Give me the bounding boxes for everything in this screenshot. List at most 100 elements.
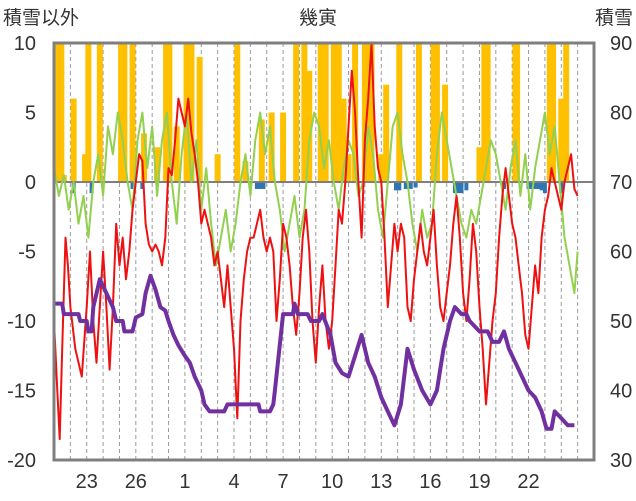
precip-bar <box>258 119 265 182</box>
precip-bar <box>330 43 337 182</box>
negative-bar <box>394 182 398 191</box>
precip-bar <box>563 43 570 182</box>
precip-bar <box>242 161 249 182</box>
right-tick-label: 60 <box>610 242 632 264</box>
negative-bar <box>464 182 469 191</box>
left-tick-label: -5 <box>18 242 36 264</box>
negative-bar <box>403 182 408 189</box>
right-tick-label: 30 <box>610 450 632 472</box>
precip-bar <box>58 43 65 182</box>
right-tick-label: 90 <box>610 33 632 55</box>
right-tick-label: 70 <box>610 172 632 194</box>
x-tick-label: 22 <box>517 471 539 493</box>
precip-bar <box>129 43 136 182</box>
precip-bar <box>121 43 128 182</box>
negative-bar <box>397 182 402 191</box>
x-tick-label: 16 <box>419 471 441 493</box>
precip-bar <box>396 43 403 182</box>
series-lines <box>53 42 579 441</box>
precip-bar <box>365 43 372 182</box>
plot-frame <box>52 41 596 462</box>
precip-bar <box>361 43 368 182</box>
left-tick-label: -10 <box>7 311 36 333</box>
precip-bar <box>188 43 195 182</box>
negative-bar <box>559 182 564 194</box>
precip-bar <box>484 43 491 182</box>
x-tick-label: 19 <box>468 471 490 493</box>
precip-bar <box>306 70 313 182</box>
negative-bar <box>536 182 541 189</box>
negative-bar <box>459 182 464 194</box>
left-tick-label: 10 <box>14 33 36 55</box>
right-tick-label: 40 <box>610 381 632 403</box>
negative-bar <box>456 182 461 194</box>
x-tick-label: 1 <box>179 471 190 493</box>
x-tick-label: 7 <box>278 471 289 493</box>
precip-bar <box>96 43 103 182</box>
precip-bar <box>214 154 221 182</box>
precip-bar <box>368 43 375 182</box>
precip-bar <box>514 43 521 182</box>
precip-bar <box>476 147 483 182</box>
left-tick-label: 0 <box>25 172 36 194</box>
negative-bar <box>533 182 538 189</box>
precip-bar <box>430 43 437 182</box>
precip-bar <box>481 43 488 182</box>
right-axis-label: 積雪 <box>595 7 633 29</box>
precip-bar <box>280 112 287 182</box>
negative-bar <box>542 182 547 194</box>
left-axis-label: 積雪以外 <box>3 7 79 29</box>
precip-bar <box>546 43 553 182</box>
right-axis-ticks: 90 80 70 60 50 40 30 <box>610 33 632 472</box>
x-tick-label: 23 <box>76 471 98 493</box>
precip-bar <box>141 133 147 182</box>
negative-bar <box>89 182 94 194</box>
negative-bar <box>539 182 544 191</box>
negative-bar <box>261 182 266 189</box>
left-tick-label: -15 <box>7 381 36 403</box>
precip-bar <box>154 147 161 182</box>
precip-bar <box>322 43 329 182</box>
precip-bar <box>340 98 347 182</box>
negative-bar <box>258 182 263 189</box>
negative-bar <box>140 182 145 189</box>
x-tick-label: 26 <box>125 471 147 493</box>
negative-bar <box>130 182 135 189</box>
precip-bar <box>82 154 89 182</box>
precip-bar <box>196 56 203 182</box>
left-tick-label: -20 <box>7 450 36 472</box>
precip-bar <box>166 43 173 182</box>
x-axis-ticks: 23 26 1 4 7 10 13 16 19 22 <box>76 471 540 493</box>
precip-bar <box>550 43 557 182</box>
precip-bar <box>293 43 300 182</box>
precip-bar <box>85 43 92 182</box>
left-axis-ticks: 10 5 0 -5 -10 -15 -20 <box>7 33 36 472</box>
negative-bar <box>413 182 418 188</box>
negative-bar <box>254 182 259 189</box>
right-tick-label: 50 <box>610 311 632 333</box>
snow-depth-line <box>54 273 575 431</box>
x-tick-label: 13 <box>370 471 392 493</box>
precip-bar <box>345 154 352 182</box>
precip-bar <box>234 43 241 182</box>
precip-bar <box>317 43 324 182</box>
precip-bar <box>335 43 342 182</box>
precip-bar <box>173 126 180 182</box>
precip-bar <box>415 43 422 182</box>
negative-bar <box>529 182 534 189</box>
precip-bar <box>558 98 565 182</box>
precip-bar <box>301 43 308 182</box>
precip-bar <box>433 43 440 182</box>
negative-bar <box>408 182 413 189</box>
precip-bar <box>383 84 390 182</box>
precip-bar <box>118 43 125 182</box>
x-tick-label: 10 <box>321 471 343 493</box>
precip-bar <box>378 154 385 182</box>
wind-line <box>53 111 579 295</box>
chart-title: 幾寅 <box>299 7 337 29</box>
left-tick-label: 5 <box>25 103 36 125</box>
x-tick-label: 4 <box>228 471 239 493</box>
precip-bar <box>54 43 61 182</box>
right-tick-label: 80 <box>610 103 632 125</box>
